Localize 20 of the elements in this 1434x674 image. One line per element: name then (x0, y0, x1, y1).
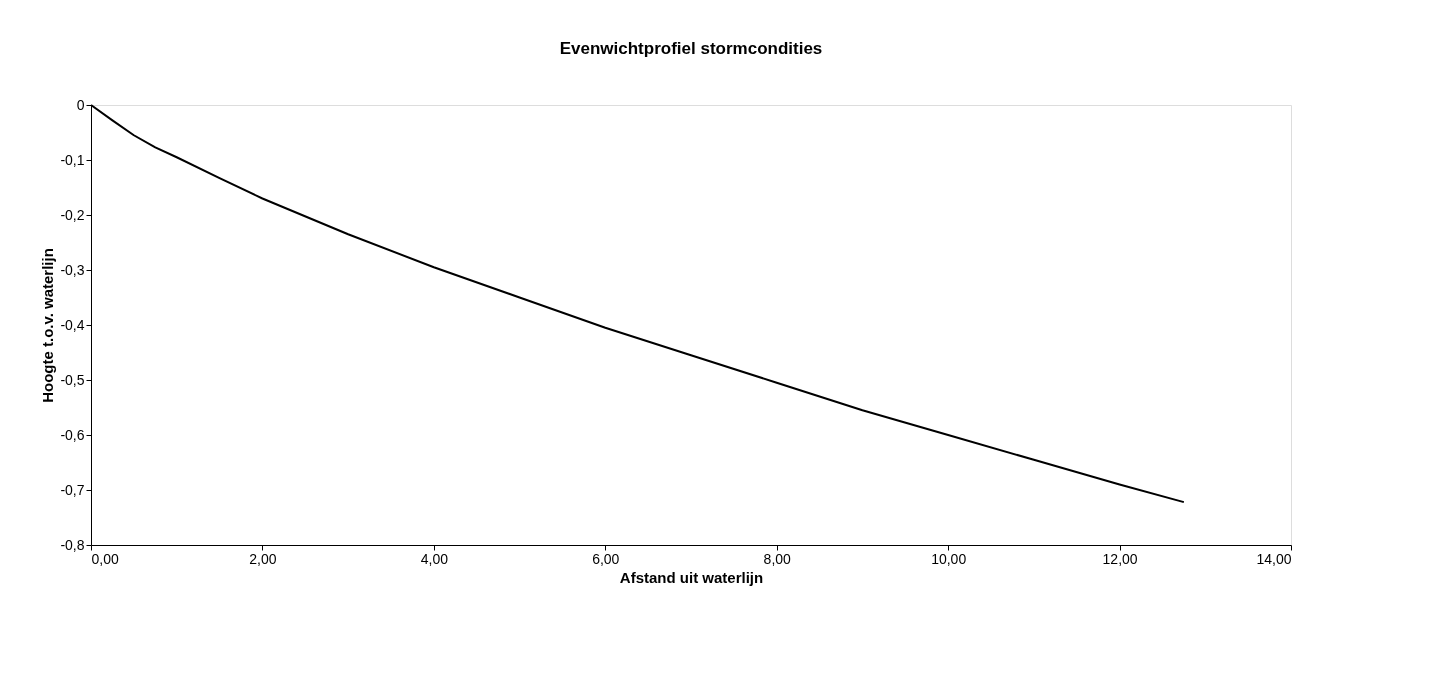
y-tick-label: -0,5 (60, 371, 85, 388)
y-tick-label: 0 (76, 96, 85, 113)
x-tick-label: 10,00 (931, 550, 967, 567)
y-tick-label: -0,3 (60, 261, 85, 278)
x-tick-label: 6,00 (592, 550, 620, 567)
x-tick-label: 8,00 (763, 550, 792, 567)
y-tick-label: -0,2 (60, 206, 85, 223)
y-tick-label: -0,4 (60, 316, 85, 333)
y-tick-label: -0,7 (60, 481, 85, 498)
y-tick-label: -0,1 (60, 151, 85, 168)
y-tick-label: -0,6 (60, 426, 85, 443)
x-tick-label: 14,00 (1256, 550, 1292, 567)
y-tick-label: -0,8 (60, 536, 85, 553)
chart-title: Evenwichtprofiel stormcondities (559, 39, 823, 58)
x-tick-label: 4,00 (420, 550, 449, 567)
x-tick-label: 0,00 (91, 550, 119, 567)
x-tick-label: 12,00 (1102, 550, 1138, 567)
x-tick-label: 2,00 (249, 550, 277, 567)
y-axis-title: Hoogte t.o.v. waterlijn (39, 248, 57, 403)
x-axis-title: Afstand uit waterlijn (619, 568, 764, 586)
